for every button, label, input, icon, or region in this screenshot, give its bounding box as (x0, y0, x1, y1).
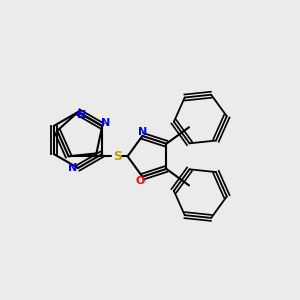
Text: N: N (77, 110, 87, 120)
Text: N: N (100, 118, 110, 128)
Text: N: N (138, 127, 147, 137)
Text: S: S (113, 150, 122, 163)
Text: O: O (136, 176, 145, 186)
Text: N: N (68, 163, 78, 173)
